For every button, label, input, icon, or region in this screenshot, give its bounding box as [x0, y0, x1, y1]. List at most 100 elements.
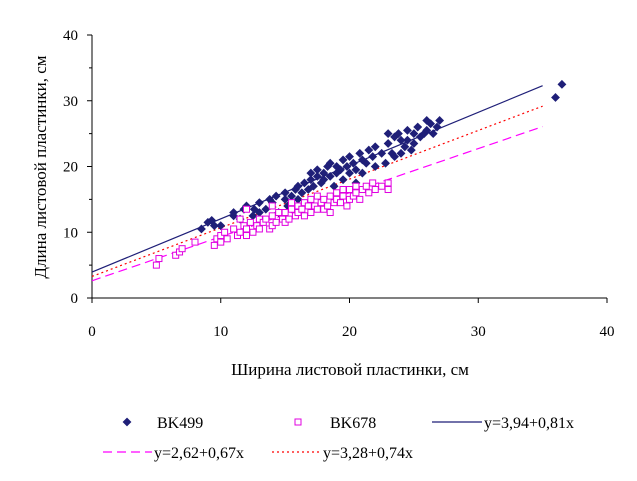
data-point — [409, 129, 419, 139]
data-point — [324, 202, 332, 210]
data-point — [275, 209, 283, 217]
data-point — [309, 181, 318, 191]
legend-marker — [122, 417, 132, 427]
data-point — [394, 129, 403, 139]
series-bk678 — [152, 179, 392, 269]
data-point — [261, 204, 271, 214]
data-point — [364, 145, 374, 155]
data-point — [406, 145, 416, 155]
data-point — [268, 212, 276, 220]
data-point — [352, 182, 360, 190]
data-point — [383, 139, 393, 148]
data-point — [230, 225, 238, 233]
data-point — [271, 191, 281, 201]
data-point — [268, 202, 276, 210]
data-point — [229, 208, 239, 217]
data-point — [326, 209, 334, 217]
data-point — [255, 225, 263, 233]
data-point — [297, 188, 307, 198]
data-point — [333, 189, 341, 197]
x-tick-label: 30 — [471, 324, 486, 340]
data-point — [152, 261, 160, 269]
data-point — [400, 142, 410, 152]
data-point — [339, 186, 347, 194]
legend-label: y=2,62+0,67x — [154, 445, 244, 462]
legend-item-1: BK678 — [294, 415, 376, 432]
data-point — [428, 129, 438, 139]
data-point — [307, 209, 315, 217]
data-point — [254, 198, 264, 208]
legend-item-0: BK499 — [122, 415, 203, 432]
data-point — [371, 186, 379, 194]
y-tick-label: 30 — [63, 94, 78, 110]
data-point — [216, 221, 226, 231]
data-point — [288, 199, 296, 207]
data-point — [246, 218, 254, 226]
data-point — [356, 195, 364, 203]
data-point — [338, 175, 348, 185]
axes: 0 10 20 30 40 0 10 20 30 40 — [63, 28, 615, 340]
data-point — [288, 205, 296, 213]
data-point — [249, 228, 257, 236]
data-point — [303, 185, 313, 194]
x-tick-label: 20 — [342, 324, 357, 340]
data-point — [312, 165, 322, 175]
legend-item-4: y=3,28+0,74x — [272, 445, 413, 462]
data-point — [557, 79, 567, 89]
data-point — [262, 215, 270, 223]
data-point — [432, 122, 442, 132]
y-tick-label: 0 — [71, 291, 79, 307]
data-point — [346, 186, 353, 194]
data-point — [336, 199, 344, 207]
data-point — [551, 93, 560, 102]
data-point — [384, 179, 392, 187]
data-point — [339, 192, 347, 200]
data-point — [325, 171, 335, 181]
data-point — [362, 182, 370, 190]
legend-label: BK678 — [330, 415, 376, 432]
legend-marker — [294, 418, 302, 426]
data-point — [383, 129, 393, 139]
data-point — [300, 212, 308, 220]
data-point — [285, 215, 293, 223]
data-point — [435, 116, 445, 125]
data-point — [338, 155, 348, 165]
data-point — [281, 209, 289, 217]
data-point — [280, 188, 290, 198]
data-point — [304, 202, 312, 210]
data-point — [325, 158, 335, 168]
data-point — [348, 158, 358, 168]
data-point — [396, 135, 406, 145]
data-point — [413, 122, 423, 132]
data-point — [357, 168, 367, 178]
y-axis-title: Длина листовой пластинки, см — [31, 55, 50, 278]
data-point — [319, 175, 329, 185]
data-point — [300, 178, 309, 188]
data-point — [370, 142, 380, 152]
y-tick-label: 10 — [63, 225, 78, 241]
data-point — [306, 168, 316, 178]
data-point — [342, 162, 352, 171]
x-tick-label: 40 — [600, 324, 615, 340]
data-point — [384, 186, 392, 194]
data-point — [307, 195, 315, 203]
data-point — [378, 182, 386, 190]
data-point — [403, 135, 412, 145]
data-point — [351, 165, 361, 175]
data-point — [377, 148, 387, 158]
data-point — [236, 215, 244, 223]
data-point — [178, 245, 186, 253]
data-point — [313, 205, 321, 213]
y-tick-label: 40 — [63, 28, 78, 44]
data-point — [403, 125, 412, 135]
data-point — [422, 125, 432, 135]
series-bk499 — [197, 79, 567, 234]
data-point — [426, 119, 436, 129]
data-point — [306, 175, 316, 185]
data-point — [319, 168, 329, 178]
legend-label: y=3,28+0,74x — [323, 445, 413, 462]
series-layer — [91, 79, 567, 282]
data-point — [243, 205, 250, 213]
